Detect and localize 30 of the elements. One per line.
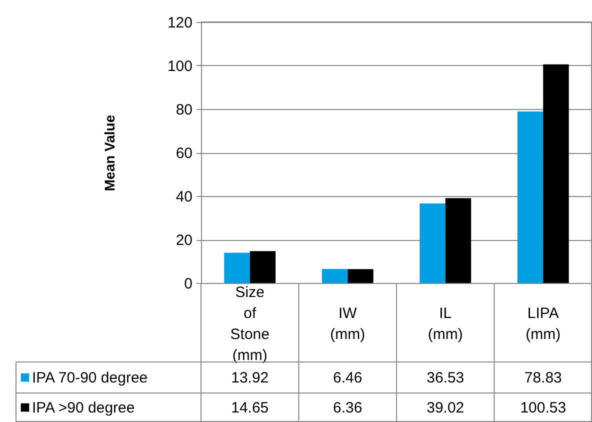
bar [348, 269, 374, 283]
bar [420, 204, 446, 283]
x-tick-label: LIPA (mm) [526, 305, 561, 343]
x-tick-label: IL (mm) [428, 305, 463, 343]
data-label: 78.83 [524, 370, 562, 386]
data-label: 14.65 [231, 400, 269, 416]
bar [322, 268, 348, 283]
y-tick-label: 80 [176, 102, 192, 118]
bar [224, 252, 250, 283]
legend-label: IPA >90 degree [32, 400, 135, 416]
y-tick-label: 40 [176, 188, 192, 206]
bar [543, 64, 569, 283]
y-tick-label: 20 [176, 232, 192, 249]
bar [517, 112, 544, 283]
data-label: 39.02 [426, 400, 464, 416]
data-label: 100.53 [520, 400, 566, 416]
y-tick-label: 60 [176, 145, 192, 162]
x-tick-label: Size of Stone (mm) [230, 284, 270, 364]
data-label: 13.92 [231, 370, 269, 386]
bar [445, 198, 472, 283]
bar [250, 251, 276, 283]
x-tick-label: IW (mm) [330, 305, 366, 343]
y-axis-title: Mean Value [101, 114, 118, 192]
y-tick-label: 100 [167, 58, 192, 75]
data-label: 6.46 [333, 370, 362, 386]
y-tick-label: 0 [184, 276, 192, 292]
y-tick-label: 120 [167, 14, 192, 32]
legend-label: IPA 70-90 degree [32, 370, 148, 386]
data-label: 36.53 [426, 370, 464, 386]
data-label: 6.36 [333, 400, 362, 416]
